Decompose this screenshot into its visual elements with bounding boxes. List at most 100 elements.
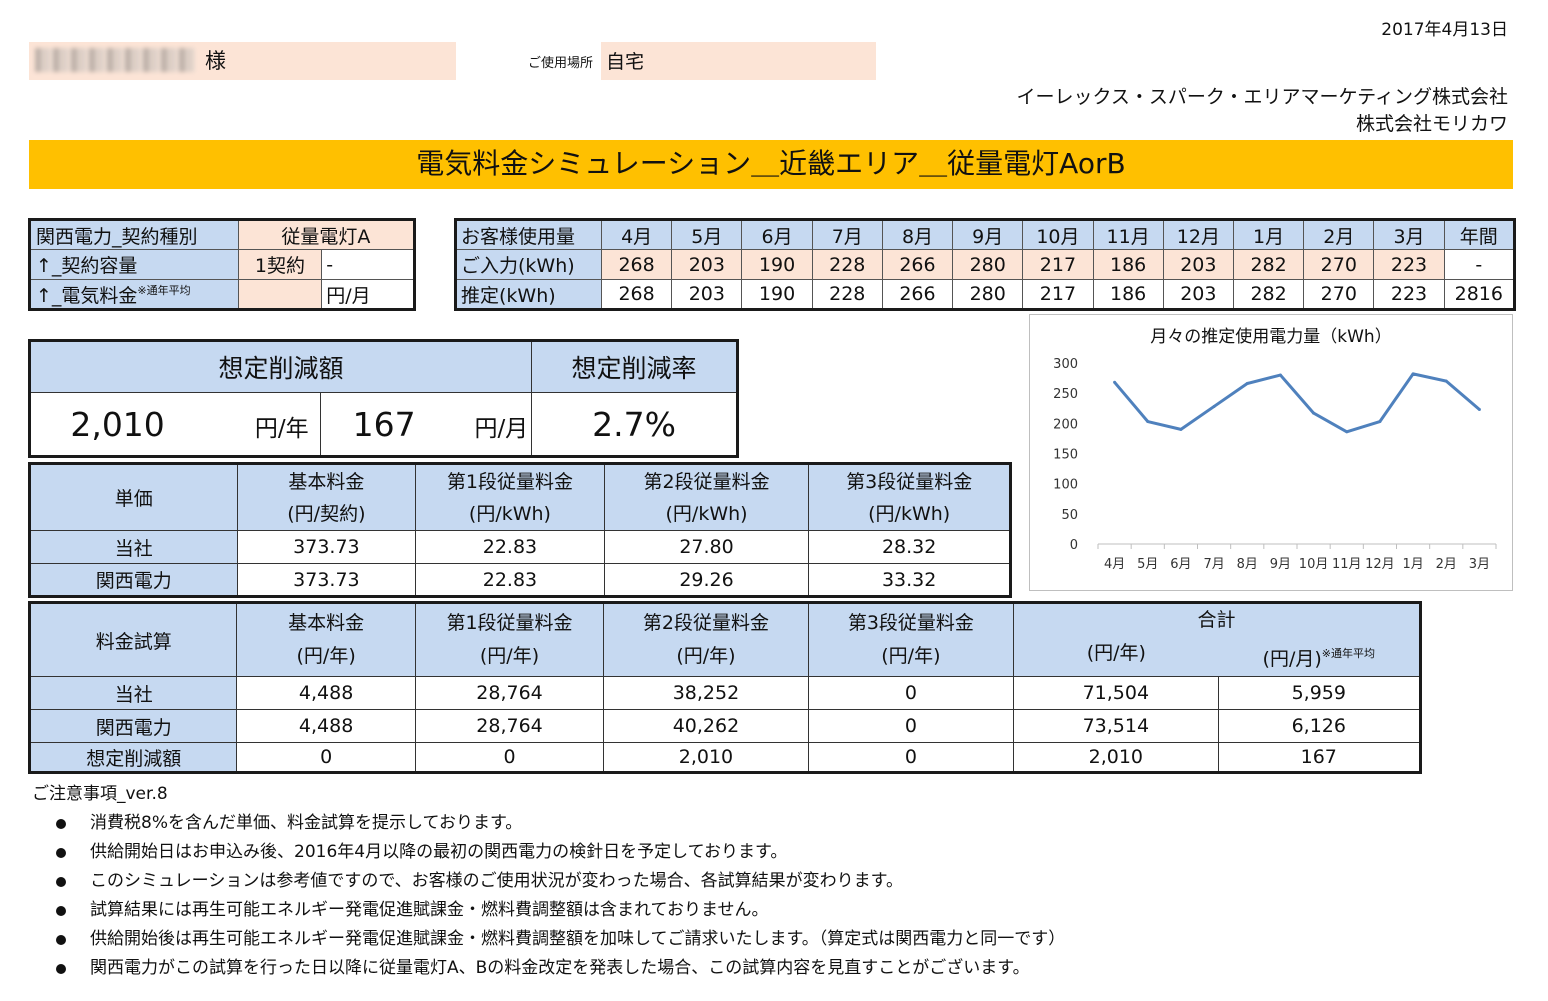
chart-data-point [1378,420,1382,424]
fee-calc-row-label: 関西電力 [28,709,238,743]
chart-y-tick-label: 200 [1053,417,1078,432]
note-item: 試算結果には再生可能エネルギー発電促進賦課金・燃料費調整額は含まれておりません。 [32,896,1065,925]
usage-input-cell[interactable]: 223 [1373,249,1445,280]
usage-estimate-cell: 270 [1303,279,1375,310]
usage-month-header: 8月 [881,219,954,250]
unit-price-column-header: 第1段従量料金 (円/kWh) [415,463,605,531]
note-text: このシミュレーションは参考値ですので、お客様のご使用状況が変わった場合、各試算結… [90,871,903,891]
company-name-2: 株式会社モリカワ [1355,113,1508,135]
unit-price-column-unit: (円/kWh) [665,502,748,525]
savings-rate-value: 2.7% [531,392,738,457]
savings-summary: 想定削減額 想定削減率 2,010 円/年 167 円/月 2.7% [28,339,739,458]
contract-capacity-value[interactable]: 1契約 [237,249,323,280]
fee-calc-column-unit: (円/年) [881,645,941,667]
chart-data-point [1345,430,1349,434]
fee-calc-column-name: 基本料金 [288,612,365,634]
usage-input-cell[interactable]: 217 [1022,249,1094,280]
unit-price-row-label: 関西電力 [29,563,238,597]
savings-monthly-cell: 167 円/月 [320,392,533,457]
chart-data-point [1278,373,1282,377]
note-text: 供給開始後は再生可能エネルギー発電促進賦課金・燃料費調整額を加味してご請求いたし… [90,929,1066,949]
bullet-icon [56,819,66,829]
usage-month-header: 9月 [952,219,1024,250]
usage-estimate-label: 推定(kWh) [455,279,602,310]
chart-data-point [1411,372,1415,376]
chart-x-tick-label: 10月 [1299,557,1329,572]
contract-capacity-extra: - [321,249,415,280]
usage-input-cell[interactable]: 266 [881,249,954,280]
fee-calc-total-unit-month: (円/月) [1262,648,1322,670]
chart-y-tick-label: 150 [1053,448,1078,463]
contract-type-label: 関西電力_契約種別 [29,219,239,250]
usage-input-cell[interactable]: 280 [952,249,1024,280]
usage-input-cell[interactable]: 282 [1232,249,1305,280]
chart-y-tick-label: 0 [1070,538,1078,553]
usage-month-header: 11月 [1092,219,1164,250]
usage-input-cell[interactable]: 203 [671,249,743,280]
bullet-icon [56,906,66,916]
contract-capacity-label: ↑_契約容量 [29,249,239,280]
usage-month-header: 6月 [741,219,813,250]
fee-calc-column-unit: (円/年) [479,645,540,667]
bullet-icon [56,935,66,945]
note-item: 消費税8%を含んだ単価、料金試算を提示しております。 [32,809,1065,838]
note-item: 関西電力がこの試算を行った日以降に従量電灯A、Bの料金改定を発表した場合、この試… [32,954,1065,983]
fee-calc-cell: 0 [807,709,1015,743]
usage-month-header: 10月 [1022,219,1094,250]
chart-x-tick-label: 5月 [1137,557,1158,572]
usage-input-cell[interactable]: 228 [811,249,883,280]
fee-calc-column-unit: (円/年) [296,645,356,667]
usage-month-header: 12月 [1162,219,1234,250]
savings-yearly-cell: 2,010 円/年 [28,392,322,457]
fee-calc-column-header: 第3段従量料金 (円/年) [807,602,1015,677]
fee-calc-total-header: 合計 (円/年) (円/月)※通年平均 [1013,602,1421,677]
note-item: 供給開始日はお申込み後、2016年4月以降の最初の関西電力の検針日を予定しており… [32,838,1065,867]
usage-input-cell[interactable]: 270 [1303,249,1375,280]
chart-data-point [1179,427,1183,431]
chart-data-point [1146,420,1150,424]
notes-section: ご注意事項_ver.8 消費税8%を含んだ単価、料金試算を提示しております。 供給… [32,779,1065,983]
usage-input-cell[interactable]: 190 [741,249,813,280]
report-date: 2017年4月13日 [1381,20,1508,40]
usage-estimate-row: 推定(kWh) 268 203 190 228 266 280 217 186 203 282 27… [455,279,1516,310]
usage-estimate-cell: 223 [1373,279,1445,310]
fee-calc-row: 当社 4,488 28,764 38,252 0 71,504 5,959 [28,676,1422,710]
fee-calc-cell: 28,764 [414,676,605,710]
savings-rate-header: 想定削減率 [531,339,738,394]
usage-estimate-cell: 268 [600,279,673,310]
savings-amount-header: 想定削減額 [28,339,533,394]
savings-yearly-value: 2,010 [70,404,165,444]
unit-price-header-row: 単価 基本料金 (円/契約) 第1段従量料金 (円/kWh) 第2段従量料金 (円/kWh… [29,463,1011,531]
note-text: 供給開始日はお申込み後、2016年4月以降の最初の関西電力の検針日を予定しており… [90,842,788,862]
fee-calc-column-header: 第1段従量料金 (円/年) [414,602,605,677]
customer-name-field: 様 [29,42,456,80]
fee-calc-cell: 38,252 [603,676,809,710]
customer-honorific: 様 [205,49,226,73]
fee-calc-row: 関西電力 4,488 28,764 40,262 0 73,514 6,126 [28,709,1422,743]
usage-input-row: ご入力(kWh) 268 203 190 228 266 280 217 186 203 282 2… [455,249,1516,280]
unit-price-cell: 27.80 [603,530,810,564]
fee-calc-total-units: (円/年) (円/月)※通年平均 [1015,637,1419,676]
usage-estimate-cell: 280 [952,279,1024,310]
usage-chart-svg: 月々の推定使用電力量（kWh） 0 50 100 150 200 250 300 4月 5月 6月 7… [1053,326,1497,572]
usage-chart: 月々の推定使用電力量（kWh） 0 50 100 150 200 250 300 4月 5月 6月 7… [1029,314,1513,591]
usage-estimate-cell: 2816 [1443,279,1516,310]
usage-input-cell[interactable]: 203 [1162,249,1234,280]
usage-estimate-cell: 203 [1162,279,1234,310]
chart-data-point [1113,380,1117,384]
unit-price-cell: 22.83 [415,563,605,597]
fee-calc-total-note: ※通年平均 [1321,647,1375,660]
usage-input-cell[interactable]: 186 [1092,249,1164,280]
usage-month-header: 2月 [1303,219,1375,250]
bullet-icon [56,848,66,858]
note-item: 供給開始後は再生可能エネルギー発電促進賦課金・燃料費調整額を加味してご請求いたし… [32,925,1065,954]
contract-fee-value[interactable] [237,279,323,310]
unit-price-corner: 単価 [29,463,238,531]
usage-estimate-cell: 266 [881,279,954,310]
usage-estimate-cell: 282 [1232,279,1305,310]
contract-type-value[interactable]: 従量電灯A [237,219,416,250]
fee-calc-cell: 28,764 [414,709,605,743]
fee-calc-cell: 73,514 [1013,709,1219,743]
usage-input-cell[interactable]: 268 [600,249,673,280]
usage-input-cell: - [1443,249,1516,280]
